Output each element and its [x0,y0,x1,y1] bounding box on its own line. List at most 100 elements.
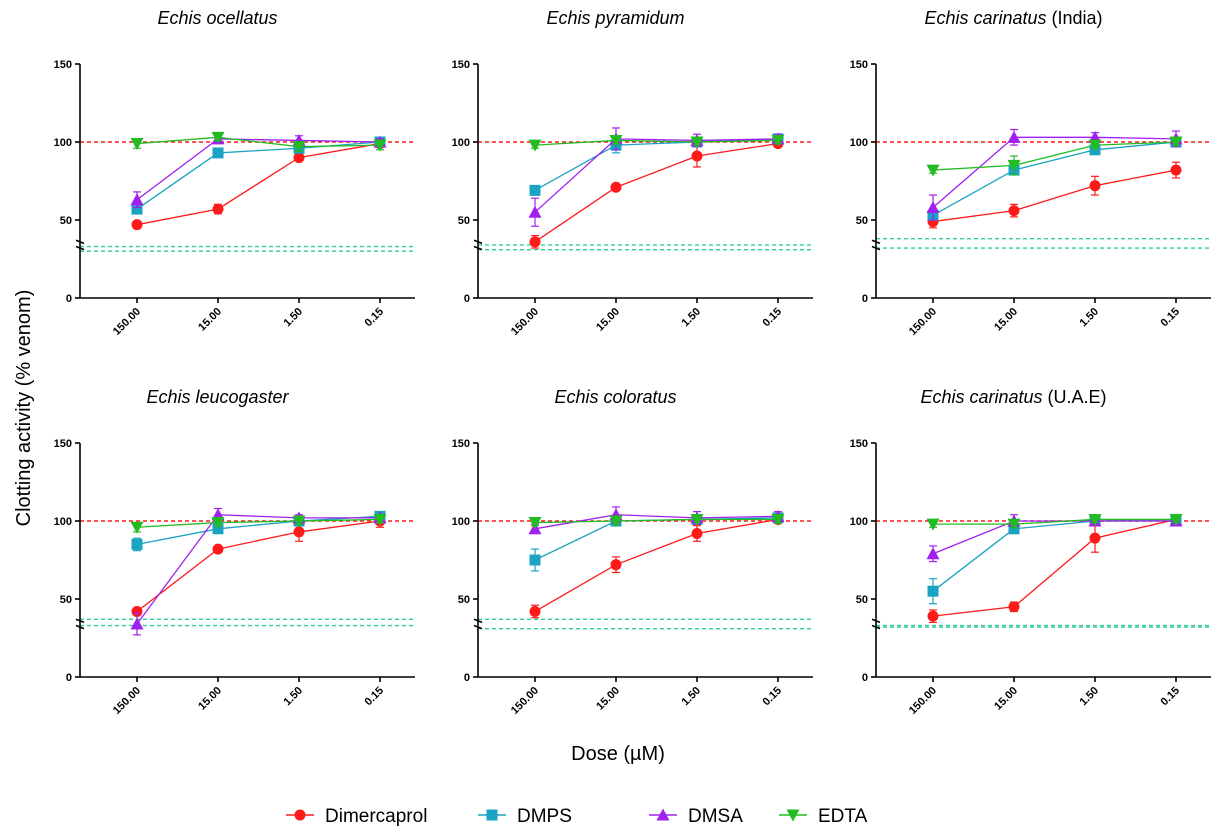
data-point [1008,601,1020,613]
chart-panel: Echis carinatus (India) 0 50 100 150 150.00 15… [850,8,1211,338]
y-tick-label: 150 [452,59,470,71]
x-tick-label: 150.00 [509,306,541,338]
legend-item: DMSA [649,806,743,827]
data-point [609,515,623,528]
data-point [610,559,622,571]
chart-title: Echis carinatus (U.A.E) [920,387,1106,407]
y-tick-label: 50 [60,215,72,227]
chart-panel: Echis ocellatus 0 50 100 150 150.00 15.00 1.50 0… [54,8,415,338]
data-point [690,136,704,149]
chart-title-species: Echis carinatus [924,8,1046,28]
x-tick-label: 15.00 [594,685,622,713]
x-tick-label: 150.00 [111,685,143,717]
chart-title-suffix: (India) [1047,8,1103,28]
axis-break [473,245,483,251]
series-line [136,136,381,148]
chart-panel: Echis carinatus (U.A.E) 0 50 100 150 150.00 15… [850,387,1211,717]
chart-title-species: Echis leucogaster [146,387,289,407]
data-point [926,518,940,531]
data-point [1007,518,1021,531]
chart-title: Echis leucogaster [146,387,289,407]
series-line [534,138,779,191]
y-tick-label: 100 [54,516,72,528]
data-point [1088,513,1102,526]
legend-label: Dimercaprol [325,806,427,827]
y-tick-label: 100 [452,516,470,528]
figure-ylabel: Clotting activity (% venom) [13,290,35,527]
data-point [926,201,940,214]
chart-title: Echis coloratus [554,387,676,407]
chart-title-species: Echis carinatus [920,387,1042,407]
data-point [1169,136,1183,149]
x-tick-label: 1.50 [1077,685,1101,709]
data-point [771,513,785,526]
data-point [293,152,305,164]
x-tick-label: 1.50 [679,685,703,709]
data-point [528,517,542,530]
data-point [211,517,225,530]
data-point [130,521,144,534]
y-tick-label: 0 [464,293,470,305]
data-point [528,139,542,152]
series-line [136,141,381,210]
data-point [293,526,305,538]
data-point [292,515,306,528]
x-tick-label: 0.15 [362,685,386,709]
x-tick-label: 150.00 [907,685,939,717]
data-point [609,134,623,147]
chart-title-species: Echis pyramidum [546,8,684,28]
series-line [534,518,779,613]
x-tick-label: 0.15 [760,306,784,330]
x-tick-label: 0.15 [760,685,784,709]
data-point [131,538,143,550]
data-point [926,164,940,177]
data-point [1089,532,1101,544]
chart-title-species: Echis coloratus [554,387,676,407]
y-tick-label: 100 [850,516,868,528]
x-tick-label: 0.15 [1158,685,1182,709]
legend-label: DMPS [517,806,572,827]
x-tick-label: 0.15 [362,306,386,330]
data-point [926,547,940,560]
axis-break [473,239,483,245]
legend-marker [486,809,498,821]
series-line [136,138,381,201]
legend-label: EDTA [818,806,868,827]
y-tick-label: 0 [862,672,868,684]
y-tick-label: 150 [54,438,72,450]
x-tick-label: 150.00 [907,306,939,338]
data-point [771,134,785,147]
series-line [932,518,1177,592]
data-point [529,236,541,248]
data-point [211,131,225,144]
series-line [932,141,1177,216]
y-tick-label: 50 [856,594,868,606]
axis-break [871,624,881,630]
data-point [529,554,541,566]
data-point [1088,139,1102,152]
y-tick-label: 50 [856,215,868,227]
legend-item: Dimercaprol [286,806,427,827]
axis-break [871,245,881,251]
legend-marker [786,809,800,822]
chart-panel: Echis leucogaster 0 50 100 150 150.00 15.00 1.5… [54,387,415,717]
series-line [534,138,779,213]
chart-title: Echis pyramidum [546,8,684,28]
series-line [534,139,779,146]
x-tick-label: 15.00 [594,306,622,334]
series-line [932,136,1177,209]
data-point [212,203,224,215]
x-tick-label: 1.50 [1077,306,1101,330]
legend-item: DMPS [478,806,572,827]
y-tick-label: 0 [464,672,470,684]
series-line [136,142,381,226]
axis-break [871,239,881,245]
data-point [1007,159,1021,172]
data-point [373,513,387,526]
data-point [691,527,703,539]
series-line [136,514,380,625]
data-point [691,150,703,162]
y-tick-label: 0 [66,672,72,684]
